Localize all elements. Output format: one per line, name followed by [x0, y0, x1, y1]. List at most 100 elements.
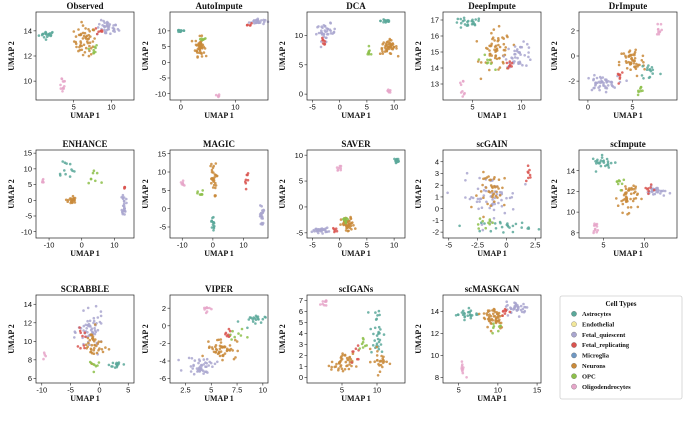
point-neurons — [486, 317, 490, 321]
point-fetal_quiescent — [610, 83, 613, 86]
point-neurons — [643, 67, 646, 71]
legend-label: Astrocytes — [582, 311, 612, 318]
point-fetal_quiescent — [333, 27, 337, 31]
point-neurons — [640, 59, 644, 62]
point-fetal_quiescent — [321, 232, 324, 235]
point-neurons — [348, 355, 352, 359]
point-neurons — [197, 42, 200, 45]
point-fetal_replicating — [335, 229, 339, 233]
point-astrocytes — [259, 321, 263, 324]
point-astrocytes — [470, 314, 474, 317]
point-fetal_quiescent — [89, 325, 92, 328]
point-fetal_quiescent — [492, 217, 496, 220]
point-neurons — [339, 218, 343, 221]
point-neurons — [489, 204, 493, 207]
point-neurons — [201, 43, 205, 47]
point-oligodendrocytes — [593, 222, 596, 225]
point-astrocytes — [463, 315, 467, 318]
point-opc — [230, 338, 233, 341]
point-astrocytes — [379, 328, 382, 331]
x-tick-label: 10 — [239, 241, 247, 250]
point-fetal_replicating — [250, 22, 253, 25]
point-neurons — [490, 31, 493, 35]
point-oligodendrocytes — [655, 33, 659, 36]
point-fetal_quiescent — [595, 76, 599, 80]
point-fetal_quiescent — [325, 27, 329, 30]
point-fetal_quiescent — [526, 42, 529, 46]
point-fetal_quiescent — [513, 60, 516, 63]
x-tick-label: -10 — [177, 241, 188, 250]
y-tick-label: 3 — [435, 169, 439, 178]
point-fetal_quiescent — [99, 310, 103, 313]
point-neurons — [636, 205, 640, 209]
point-neurons — [381, 50, 384, 53]
point-neurons — [77, 28, 80, 31]
point-astrocytes — [651, 68, 655, 72]
point-opc — [481, 219, 485, 223]
legend-swatch-endothelial — [571, 321, 577, 327]
point-opc — [95, 171, 99, 175]
panel-scrabble: SCRABBLE -10 -5 0 5 6 8 10 12 14 UMAP 1 UMAP 2 — [7, 284, 135, 403]
point-oligodendrocytes — [459, 91, 463, 94]
axes-frame — [35, 149, 135, 239]
point-fetal_quiescent — [478, 197, 482, 201]
point-astrocytes — [466, 24, 470, 27]
point-neurons — [616, 204, 620, 207]
point-neurons — [214, 186, 217, 190]
point-neurons — [212, 179, 216, 182]
point-fetal_quiescent — [324, 227, 327, 230]
point-astrocytes — [376, 314, 379, 317]
point-neurons — [207, 340, 210, 343]
y-tick-label: 6 — [299, 307, 303, 316]
point-neurons — [69, 197, 73, 200]
point-fetal_quiescent — [123, 207, 126, 210]
point-neurons — [91, 337, 94, 340]
point-fetal_replicating — [81, 334, 84, 338]
point-neurons — [488, 49, 491, 52]
point-neurons — [85, 347, 88, 350]
point-fetal_quiescent — [480, 206, 484, 209]
point-neurons — [380, 354, 383, 358]
axes-frame — [35, 294, 135, 384]
point-fetal_quiescent — [476, 187, 480, 191]
point-fetal_quiescent — [320, 25, 323, 29]
point-fetal_quiescent — [193, 359, 197, 362]
point-fetal_quiescent — [262, 22, 265, 26]
point-neurons — [632, 197, 636, 201]
panel-title: SAVER — [341, 139, 371, 149]
point-astrocytes — [249, 316, 253, 320]
point-neurons — [232, 357, 236, 361]
point-neurons — [369, 360, 372, 364]
point-astrocytes — [600, 153, 604, 157]
point-fetal_quiescent — [315, 32, 318, 36]
point-neurons — [330, 365, 334, 369]
point-neurons — [624, 191, 627, 194]
point-fetal_quiescent — [594, 82, 597, 85]
scatter-points — [587, 22, 663, 97]
point-neurons — [350, 364, 353, 368]
point-fetal_quiescent — [504, 58, 508, 61]
point-neurons — [636, 192, 639, 196]
point-neurons — [494, 50, 497, 54]
y-tick-label: 10 — [295, 31, 303, 40]
point-fetal_quiescent — [93, 332, 97, 336]
point-astrocytes — [462, 16, 466, 20]
y-axis-label: UMAP 2 — [278, 324, 287, 354]
y-tick-label: 14 — [24, 26, 32, 35]
point-neurons — [624, 60, 628, 63]
point-fetal_quiescent — [202, 363, 205, 366]
y-axis-label: UMAP 2 — [414, 41, 423, 71]
point-astrocytes — [514, 222, 518, 226]
point-neurons — [493, 200, 496, 203]
point-neurons — [343, 368, 347, 371]
point-neurons — [82, 43, 86, 47]
point-astrocytes — [600, 156, 604, 159]
point-fetal_quiescent — [202, 358, 206, 361]
point-opc — [346, 218, 350, 221]
point-oligodendrocytes — [462, 92, 466, 96]
point-neurons — [72, 30, 76, 33]
point-fetal_replicating — [528, 168, 531, 172]
point-fetal_replicating — [525, 179, 528, 183]
point-neurons — [219, 350, 223, 353]
point-neurons — [498, 318, 501, 322]
